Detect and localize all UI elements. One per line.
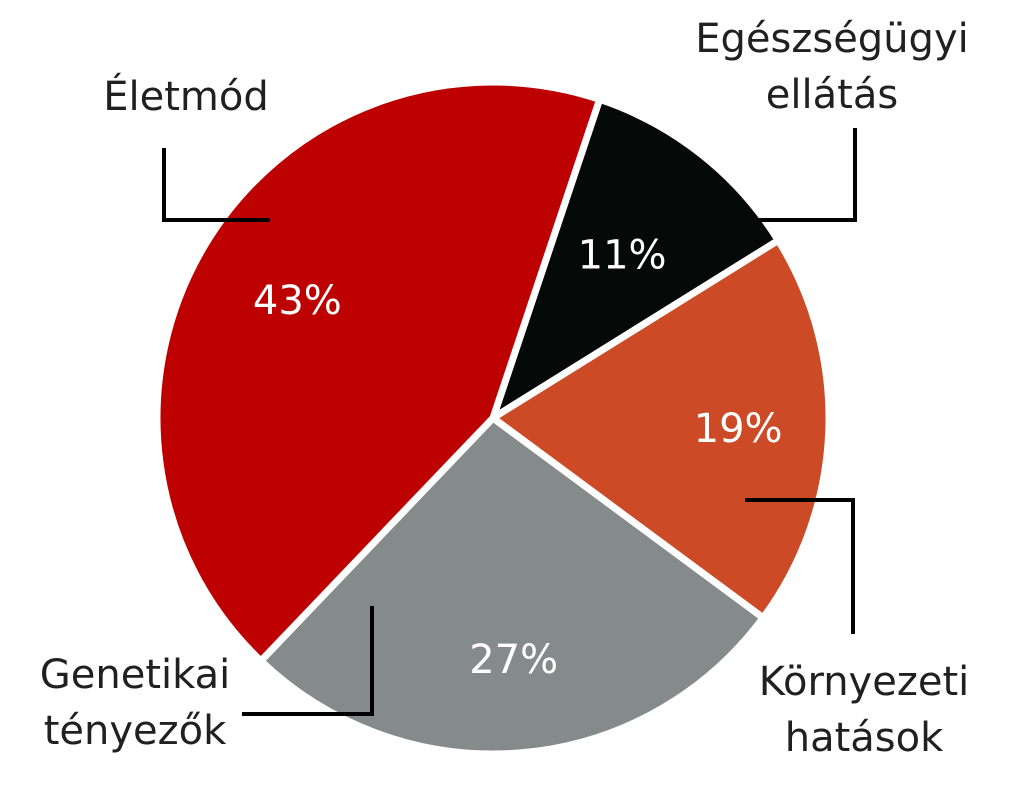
leader-line-kornyezeti-hatasok <box>745 498 855 634</box>
leader-line-eletmod <box>162 148 270 222</box>
pie-slice-genetikai-tenyezok <box>257 414 767 758</box>
value-label-eletmod: 43% <box>253 278 342 324</box>
category-label-genetikai-tenyezok: Genetikai tényezők <box>40 652 230 754</box>
value-label-kornyezeti-hatasok: 19% <box>694 406 783 452</box>
pie-slice-egeszsegugyi-ellatas <box>489 95 782 422</box>
category-label-kornyezeti-hatasok: Környezeti hatások <box>759 659 970 761</box>
leader-line-egeszsegugyi-ellatas <box>758 128 857 222</box>
leader-line-genetikai-tenyezok <box>242 606 374 716</box>
value-label-genetikai-tenyezok: 27% <box>469 637 558 683</box>
category-label-eletmod: Életmód <box>103 72 269 120</box>
pie-slice-eletmod <box>153 78 604 665</box>
value-label-egeszsegugyi-ellatas: 11% <box>578 233 667 279</box>
category-label-egeszsegugyi-ellatas: Egészségügyi ellátás <box>695 16 968 118</box>
pie-slice-kornyezeti-hatasok <box>489 236 833 622</box>
